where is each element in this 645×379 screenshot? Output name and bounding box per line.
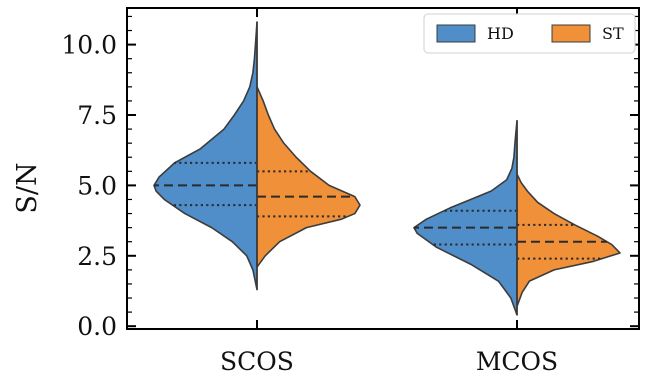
violin-mcos-st: [517, 174, 620, 306]
y-tick-label: 0.0: [77, 312, 117, 341]
y-axis-label: S/N: [12, 162, 43, 213]
violin-mcos-hd: [414, 121, 517, 315]
legend-swatch-st: [552, 25, 590, 42]
y-tick-label: 7.5: [77, 101, 117, 130]
y-tick-label: 10.0: [61, 31, 117, 60]
axes: 0.0 2.5 5.0 7.5 10.0 SCOS MCOS: [61, 8, 639, 376]
legend-label-st: ST: [602, 24, 624, 43]
legend-swatch-hd: [437, 25, 475, 42]
legend: HD ST: [424, 14, 635, 53]
violin-scos-hd: [154, 22, 257, 290]
x-tick-label: SCOS: [220, 347, 294, 376]
violin-scos-st: [257, 87, 360, 267]
plot-area: [154, 22, 620, 315]
y-tick-label: 5.0: [77, 171, 117, 200]
x-tick-label: MCOS: [476, 347, 558, 376]
y-tick-label: 2.5: [77, 242, 117, 271]
legend-label-hd: HD: [487, 24, 514, 43]
